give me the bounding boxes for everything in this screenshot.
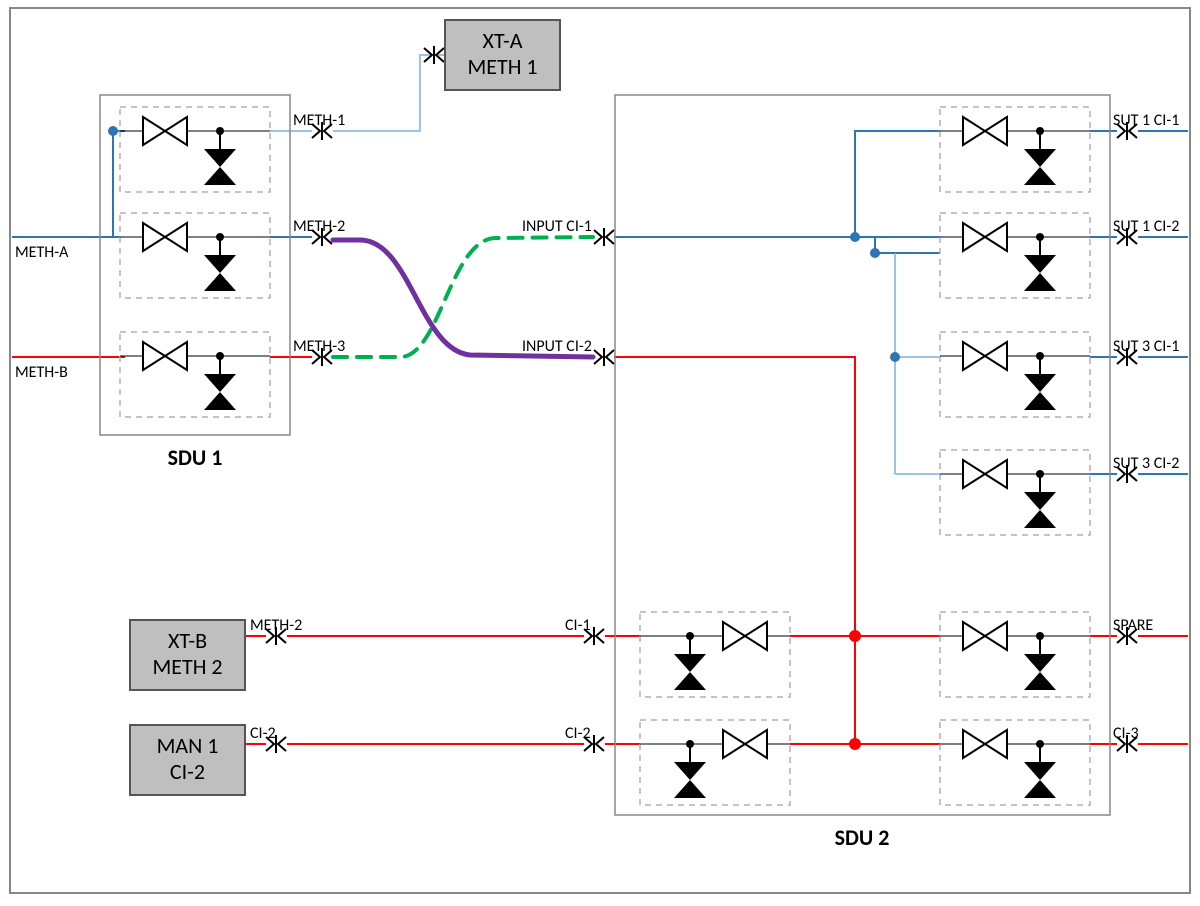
label-meth-b: METH-B	[15, 363, 68, 382]
valve-assembly	[940, 450, 1090, 535]
svg-text:CI-2: CI-2	[170, 758, 205, 785]
label-spare: SPARE	[1113, 616, 1153, 635]
svg-text:MAN 1: MAN 1	[157, 732, 219, 759]
label-ci1: CI-1	[565, 616, 591, 635]
line-sdu2-blue-v1	[855, 131, 940, 237]
label-sut1ci2: SUT 1 CI-2	[1113, 217, 1179, 236]
svg-text:METH 2: METH 2	[152, 653, 222, 680]
label-meth-2: METH-2	[293, 217, 345, 236]
sdu1-title: SDU 1	[168, 444, 223, 471]
valve-assembly	[120, 107, 270, 192]
sdu2-title: SDU 2	[835, 824, 890, 851]
sdu2-frame	[615, 95, 1110, 815]
valve-assembly	[940, 213, 1090, 298]
line-input-ci2-to-sdu2	[614, 357, 855, 636]
box-man-1: MAN 1CI-2	[130, 725, 245, 795]
svg-text:METH 1: METH 1	[467, 53, 537, 80]
valve-assembly	[640, 612, 790, 697]
label-ci2-left: CI-2	[250, 724, 276, 743]
label-meth-1: METH-1	[293, 111, 345, 130]
sdu1-frame	[100, 95, 290, 435]
label-meth-a: METH-A	[15, 243, 69, 262]
valve-assembly	[940, 612, 1090, 697]
label-ci3: CI-3	[1113, 724, 1139, 743]
svg-text:XT-A: XT-A	[483, 27, 523, 54]
valves-group	[120, 107, 1090, 805]
valve-assembly	[940, 332, 1090, 417]
label-sut3ci1: SUT 3 CI-1	[1113, 337, 1179, 356]
label-sut3ci2: SUT 3 CI-2	[1113, 454, 1179, 473]
line-sdu2-blue-v2	[875, 237, 940, 253]
label-ci2-right: CI-2	[565, 724, 591, 743]
connector-icon	[594, 228, 614, 246]
label-sut1ci1: SUT 1 CI-1	[1113, 111, 1179, 130]
valve-assembly	[640, 720, 790, 805]
connector-icon	[594, 348, 614, 366]
process-diagram: SDU 1 SDU 2 XT-AMETH 1XT-BMETH 2MAN 1CI-…	[0, 0, 1200, 901]
valve-assembly	[940, 107, 1090, 192]
valve-assembly	[940, 720, 1090, 805]
box-xt-b: XT-BMETH 2	[130, 620, 245, 690]
line-to-xt-a	[333, 55, 445, 131]
label-input-ci-1: INPUT CI-1	[522, 217, 592, 236]
box-xt-a: XT-AMETH 1	[445, 20, 560, 90]
svg-text:XT-B: XT-B	[168, 627, 207, 654]
label-meth-3: METH-3	[293, 337, 345, 356]
valve-assembly	[120, 332, 270, 417]
label-input-ci-2: INPUT CI-2	[522, 337, 592, 356]
gray-boxes: XT-AMETH 1XT-BMETH 2MAN 1CI-2	[130, 20, 560, 795]
valve-assembly	[120, 213, 270, 298]
label-meth2-lower: METH-2	[250, 616, 302, 635]
